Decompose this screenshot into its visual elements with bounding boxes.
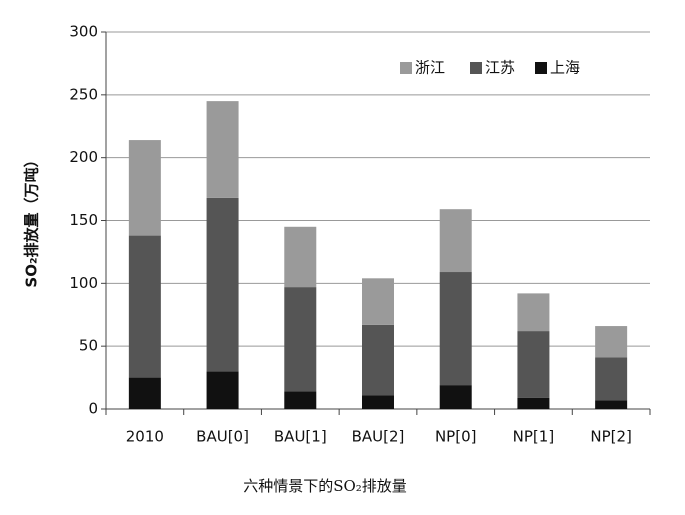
bar-segment	[595, 357, 628, 401]
legend-swatch	[470, 62, 482, 74]
legend-swatch	[535, 62, 547, 74]
x-tick-label: 2010	[126, 428, 164, 446]
bar-segment	[595, 400, 628, 409]
y-tick-label: 150	[69, 211, 98, 229]
bar-segment	[284, 287, 317, 392]
y-tick-label: 200	[69, 148, 98, 166]
bar-segment	[128, 377, 161, 409]
y-tick-label: 0	[88, 400, 98, 418]
legend-label: 江苏	[485, 59, 515, 77]
legend-label: 浙江	[415, 59, 445, 77]
bar-segment	[517, 397, 550, 409]
x-tick-label: BAU[1]	[274, 428, 327, 446]
bar-segment	[284, 226, 317, 288]
bar-segment	[128, 140, 161, 236]
bar-segment	[362, 278, 394, 325]
bar-segment	[517, 331, 550, 398]
x-tick-label: BAU[2]	[352, 428, 405, 446]
bar-segment	[439, 209, 472, 273]
y-tick-label: 100	[69, 274, 98, 292]
x-tick-label: NP[0]	[435, 428, 477, 446]
caption: 六种情景下的SO₂排放量	[243, 477, 407, 495]
bar-segment	[517, 293, 550, 332]
bar-segment	[206, 197, 239, 372]
bar-segment	[284, 391, 317, 409]
y-tick-label: 50	[79, 337, 98, 355]
legend-swatch	[400, 62, 412, 74]
y-tick-label: 250	[69, 85, 98, 103]
x-tick-label: NP[2]	[590, 428, 632, 446]
bar-segment	[362, 395, 394, 409]
bar-segment	[206, 371, 239, 409]
legend-label: 上海	[550, 59, 580, 77]
bar-segment	[362, 324, 394, 396]
bar-segment	[439, 385, 472, 409]
x-tick-label: BAU[0]	[196, 428, 249, 446]
bar-segment	[128, 235, 161, 378]
x-tick-label: NP[1]	[513, 428, 555, 446]
y-tick-label: 300	[69, 23, 98, 41]
bar-segment	[439, 272, 472, 386]
bar-segment	[595, 326, 628, 358]
y-axis-label: SO₂排放量（万吨）	[23, 152, 41, 287]
bar-segment	[206, 101, 239, 198]
